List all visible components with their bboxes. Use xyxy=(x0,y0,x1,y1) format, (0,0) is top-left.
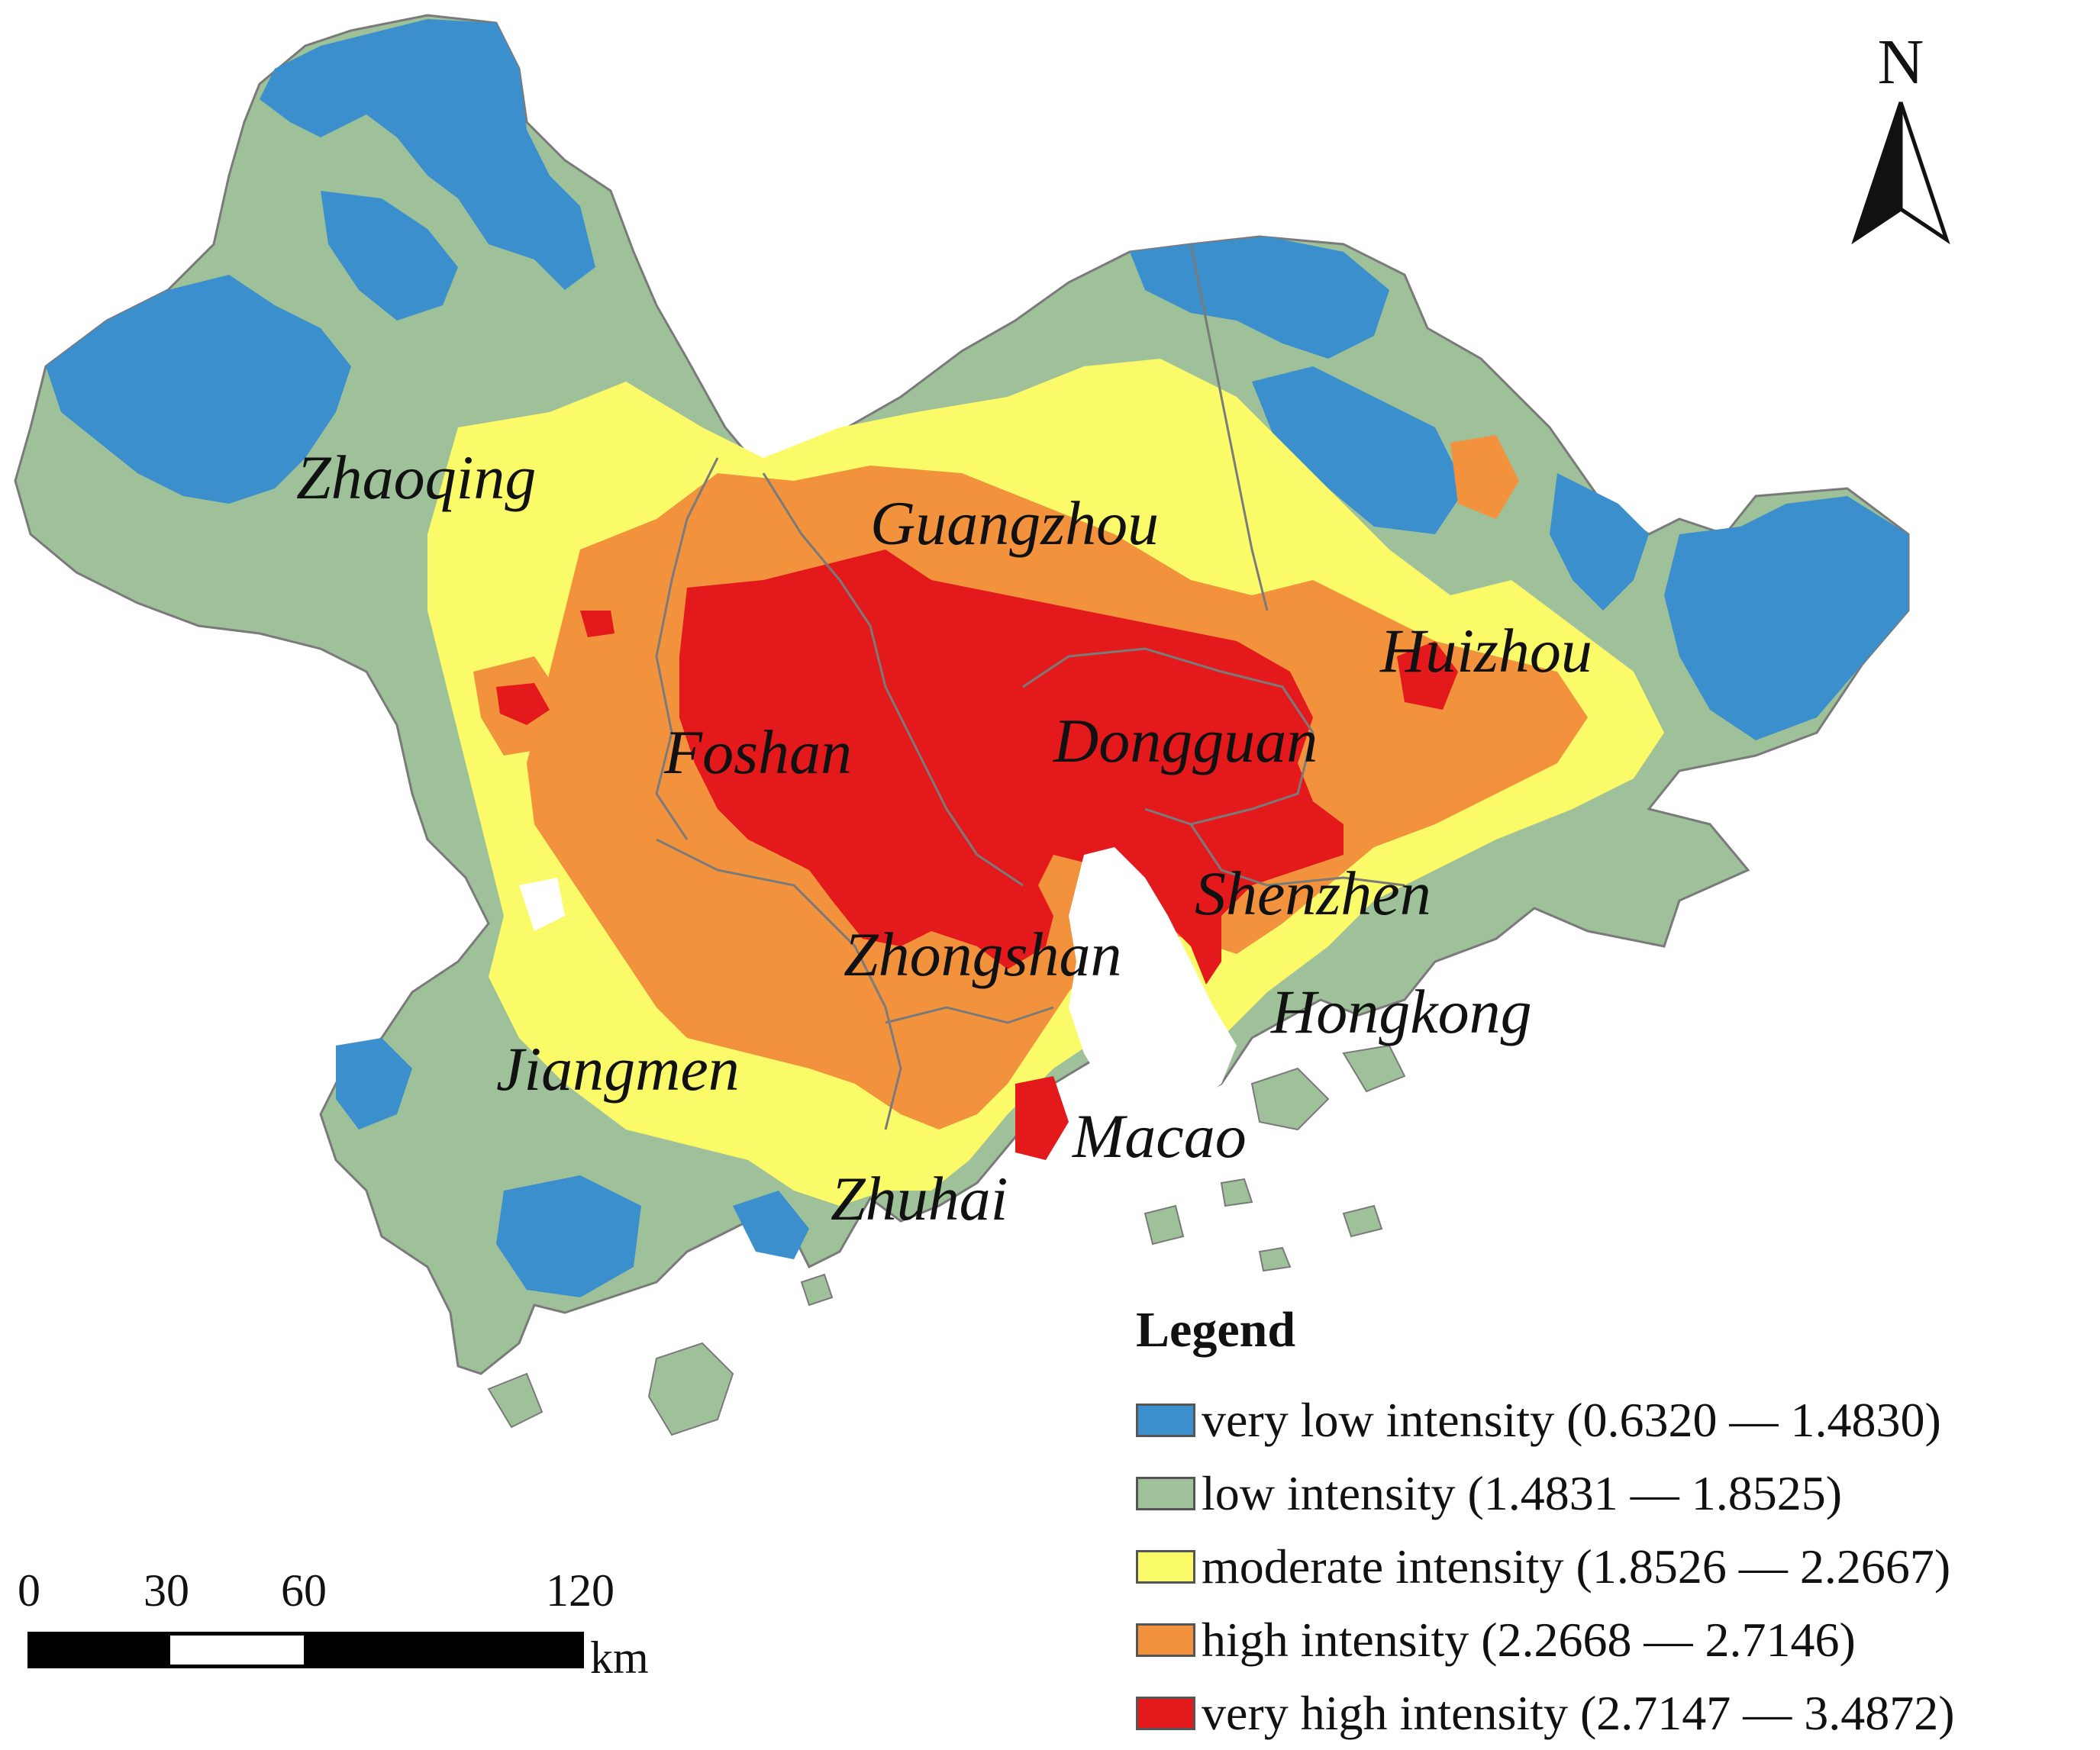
zone-high-n xyxy=(1450,435,1519,519)
boundary-jiangmen xyxy=(656,838,902,1130)
scale-segment-1 xyxy=(27,1632,170,1668)
zone-very-high-w xyxy=(496,683,550,725)
city-label-shenzhen: Shenzhen xyxy=(1195,859,1431,928)
island-4 xyxy=(1342,1044,1406,1093)
scale-bar: 0 30 60 120 km xyxy=(14,1565,685,1702)
boundary-huizhou xyxy=(1189,243,1269,611)
scale-tick-120: 120 xyxy=(546,1565,615,1616)
city-label-macao: Macao xyxy=(1073,1101,1247,1171)
zone-w2-blue xyxy=(321,191,458,321)
zone-very-high-w2 xyxy=(580,611,615,637)
legend-swatch xyxy=(1136,1697,1195,1730)
island-9 xyxy=(800,1273,834,1307)
zone-very-high-macao xyxy=(1015,1076,1069,1160)
island-2 xyxy=(487,1372,544,1429)
city-label-huizhou: Huizhou xyxy=(1380,616,1592,685)
legend-item-moderate: moderate intensity (1.8526 — 2.2667) xyxy=(1136,1530,1955,1603)
boundary-zhaoqing xyxy=(655,457,719,840)
legend-item-high: high intensity (2.2668 — 2.7146) xyxy=(1136,1603,1955,1677)
scale-tick-0: 0 xyxy=(18,1565,40,1616)
district-boundaries xyxy=(655,243,1405,1130)
island-7 xyxy=(1342,1204,1383,1238)
city-label-zhongshan: Zhongshan xyxy=(844,920,1122,989)
zone-w-blue xyxy=(46,275,351,504)
legend-item-very-high: very high intensity (2.7147 — 3.4872) xyxy=(1136,1677,1955,1750)
legend-label: moderate intensity (1.8526 — 2.2667) xyxy=(1202,1539,1951,1594)
legend-swatch xyxy=(1136,1550,1195,1584)
islands xyxy=(487,1044,1406,1436)
island-3 xyxy=(1250,1067,1330,1131)
scale-unit: km xyxy=(590,1632,649,1683)
scale-segment-3 xyxy=(304,1632,584,1668)
boundary-dongguan xyxy=(1022,647,1315,826)
estuary-water xyxy=(1069,847,1237,1114)
zone-sw-blue xyxy=(336,1038,412,1130)
boundary-guangzhou xyxy=(762,472,1024,887)
zone-far-e-blue xyxy=(1664,496,1908,740)
legend-label: very low intensity (0.6320 — 1.4830) xyxy=(1202,1393,1941,1447)
city-label-zhuhai: Zhuhai xyxy=(831,1164,1008,1233)
zone-nw-blue xyxy=(260,19,595,290)
legend-item-very-low: very low intensity (0.6320 — 1.4830) xyxy=(1136,1384,1955,1457)
legend-swatch xyxy=(1136,1623,1195,1657)
very-low-zones xyxy=(46,19,1908,1297)
island-1 xyxy=(647,1342,734,1436)
zone-sw2-blue xyxy=(496,1175,641,1297)
zone-ne2-blue xyxy=(1252,366,1466,534)
zone-e-blue xyxy=(1550,473,1649,611)
boundary-zhongshan xyxy=(885,1006,1054,1024)
city-label-zhaoqing: Zhaoqing xyxy=(296,443,537,512)
north-arrow: N xyxy=(1847,31,1954,251)
scale-tick-60: 60 xyxy=(281,1565,327,1616)
zone-very-high-e xyxy=(1397,641,1458,710)
legend-label: very high intensity (2.7147 — 3.4872) xyxy=(1202,1686,1955,1740)
legend-item-low: low intensity (1.4831 — 1.8525) xyxy=(1136,1457,1955,1530)
legend-title: Legend xyxy=(1136,1302,1296,1358)
legend-label: low intensity (1.4831 — 1.8525) xyxy=(1202,1466,1843,1520)
scale-tick-30: 30 xyxy=(144,1565,189,1616)
city-label-jiangmen: Jiangmen xyxy=(496,1034,740,1104)
city-label-foshan: Foshan xyxy=(664,717,852,787)
city-label-dongguan: Dongguan xyxy=(1053,706,1318,775)
legend-swatch xyxy=(1136,1477,1195,1510)
island-5 xyxy=(1144,1204,1185,1246)
north-letter: N xyxy=(1877,27,1924,98)
legend-swatch xyxy=(1136,1404,1195,1437)
legend-label: high intensity (2.2668 — 2.7146) xyxy=(1202,1613,1856,1667)
zone-s2-blue xyxy=(733,1191,809,1259)
island-8 xyxy=(1258,1246,1292,1272)
legend: Legend very low intensity (0.6320 — 1.48… xyxy=(1136,1301,1955,1750)
scale-segment-2 xyxy=(166,1632,308,1668)
boundary-shenzhen xyxy=(1189,823,1405,887)
city-label-guangzhou: Guangzhou xyxy=(870,488,1160,558)
north-arrow-icon xyxy=(1851,102,1950,245)
inner-water xyxy=(519,878,565,931)
island-6 xyxy=(1220,1178,1253,1207)
city-label-hongkong: Hongkong xyxy=(1271,977,1532,1046)
